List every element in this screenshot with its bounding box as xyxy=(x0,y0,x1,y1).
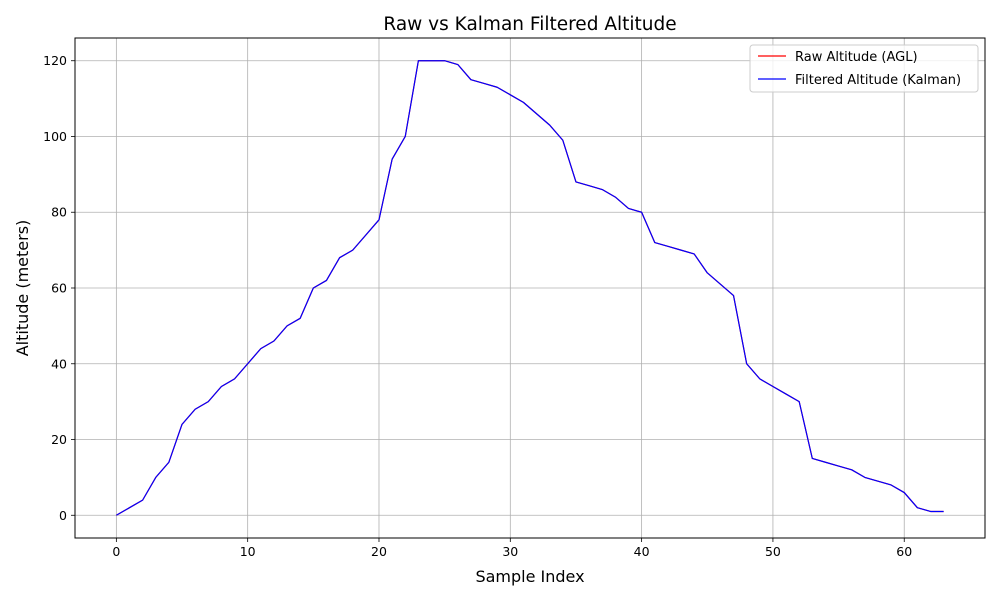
x-tick-label: 10 xyxy=(240,544,256,559)
grid-lines xyxy=(75,38,985,538)
y-axis-title: Altitude (meters) xyxy=(13,220,32,357)
y-tick-label: 20 xyxy=(51,432,67,447)
legend-label-raw: Raw Altitude (AGL) xyxy=(795,50,918,65)
y-tick-label: 0 xyxy=(59,508,67,523)
axis-ticks: 0 10 20 30 40 50 60 0 20 40 60 80 100 120 xyxy=(43,53,912,559)
series-line-filtered xyxy=(116,60,944,516)
y-tick-label: 100 xyxy=(43,129,67,144)
x-axis-title: Sample Index xyxy=(475,567,584,586)
y-tick-label: 40 xyxy=(51,356,67,371)
series-lines xyxy=(116,60,944,516)
legend-label-filtered: Filtered Altitude (Kalman) xyxy=(795,73,961,88)
chart-title: Raw vs Kalman Filtered Altitude xyxy=(383,14,676,35)
y-tick-label: 120 xyxy=(43,53,67,68)
x-tick-label: 50 xyxy=(765,544,781,559)
y-tick-label: 60 xyxy=(51,281,67,296)
x-tick-label: 20 xyxy=(371,544,387,559)
legend: Raw Altitude (AGL) Filtered Altitude (Ka… xyxy=(749,44,979,93)
legend-box xyxy=(749,44,979,93)
x-tick-label: 60 xyxy=(896,544,912,559)
y-tick-label: 80 xyxy=(51,205,67,220)
x-tick-label: 0 xyxy=(112,544,120,559)
x-tick-label: 30 xyxy=(502,544,518,559)
x-tick-label: 40 xyxy=(634,544,650,559)
